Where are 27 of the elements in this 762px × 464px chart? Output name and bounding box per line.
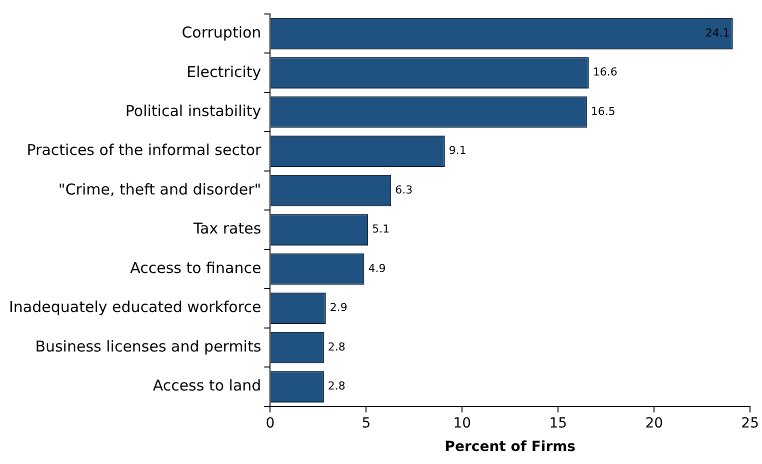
data-label: 2.8	[328, 340, 346, 354]
data-label: 9.1	[448, 144, 466, 158]
x-tick-label: 10	[453, 415, 472, 432]
y-tick-label: Political instability	[125, 102, 262, 120]
x-tick-label: 5	[362, 415, 371, 432]
y-tick-label: "Crime, theft and disorder"	[58, 180, 262, 198]
y-tick-label: Tax rates	[192, 220, 262, 238]
data-label: 5.1	[372, 222, 390, 236]
x-axis-title: Percent of Firms	[444, 439, 576, 456]
y-tick-label: Business licenses and permits	[35, 337, 262, 356]
x-tick-label: 0	[266, 415, 275, 432]
y-tick-label: Practices of the informal sector	[26, 141, 262, 160]
y-tick-label: Access to land	[152, 376, 262, 395]
data-label: 4.9	[368, 262, 386, 275]
data-label: 2.9	[330, 301, 348, 314]
data-label: 2.8	[328, 380, 346, 393]
x-tick-label: 15	[549, 415, 568, 432]
y-tick-label: Access to finance	[130, 258, 262, 277]
y-tick-label: Inadequately educated workforce	[8, 298, 262, 316]
x-tick-label: 25	[741, 415, 760, 432]
y-tick-label: Electricity	[186, 62, 262, 81]
y-tick-label: Corruption	[182, 24, 262, 42]
data-label: 16.6	[592, 66, 618, 79]
data-label: 16.5	[590, 104, 616, 118]
data-label: 6.3	[395, 183, 413, 196]
x-tick-label: 20	[645, 415, 664, 432]
data-label: 24.1	[705, 26, 730, 40]
